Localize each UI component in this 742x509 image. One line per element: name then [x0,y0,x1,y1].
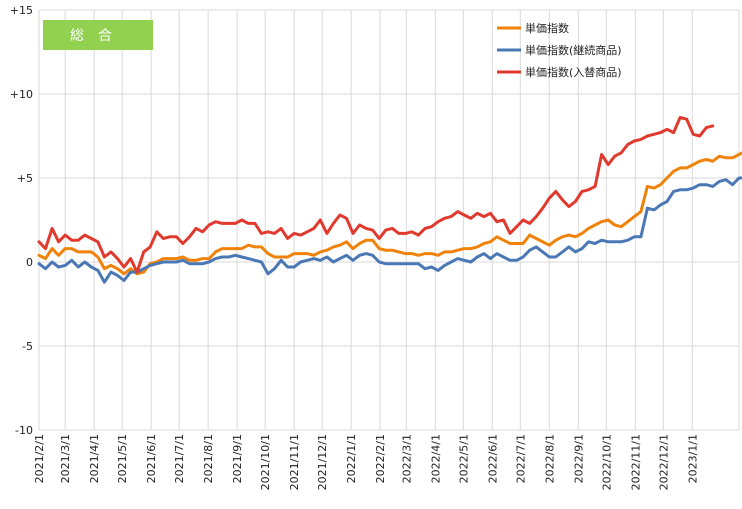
x-tick-label: 2021/7/1 [173,434,186,483]
legend-label: 単価指数 [525,21,569,35]
x-tick-label: 2022/5/1 [457,434,470,483]
x-tick-label: 2021/4/1 [88,434,101,483]
y-tick-label: -5 [22,340,33,353]
x-tick-label: 2022/12/1 [657,434,670,490]
x-tick-label: 2022/1/1 [345,434,358,483]
y-tick-label: +5 [17,172,33,185]
x-tick-label: 2022/10/1 [600,434,613,490]
x-tick-label: 2022/7/1 [514,434,527,483]
y-tick-label: +15 [10,4,33,17]
x-tick-label: 2021/8/1 [202,434,215,483]
x-tick-label: 2022/11/1 [629,434,642,490]
x-tick-label: 2023/1/1 [686,434,699,483]
y-axis-tick-labels: +15 +10 +5 0 -5 -10 [10,4,33,437]
x-tick-label: 2022/3/1 [400,434,413,483]
y-tick-label: -10 [15,424,33,437]
series-line [37,151,742,276]
series-line [37,176,742,284]
x-tick-label: 2021/11/1 [288,434,301,490]
x-tick-label: 2021/9/1 [231,434,244,483]
x-tick-label: 2021/10/1 [259,434,272,490]
x-tick-label: 2021/2/1 [33,434,46,483]
series-lines [37,116,742,284]
x-tick-label: 2021/5/1 [116,434,129,483]
x-tick-label: 2022/2/1 [374,434,387,483]
gridlines [38,9,740,431]
x-tick-label: 2022/4/1 [429,434,442,483]
y-tick-label: 0 [26,256,33,269]
x-tick-label: 2022/8/1 [543,434,556,483]
x-tick-label: 2022/6/1 [486,434,499,483]
x-tick-label: 2021/6/1 [145,434,158,483]
x-axis-tick-labels: 2021/2/1 2021/3/1 2021/4/1 2021/5/1 2021/6/1… [33,434,699,490]
x-tick-label: 2022/9/1 [572,434,585,483]
x-tick-label: 2021/3/1 [59,434,72,483]
y-tick-label: +10 [10,88,33,101]
legend-label: 単価指数(入替商品) [525,65,622,79]
series-line [37,116,715,274]
legend-label: 単価指数(継続商品) [525,43,622,57]
category-badge: 総合 [43,20,153,50]
x-tick-label: 2021/12/1 [316,434,329,490]
